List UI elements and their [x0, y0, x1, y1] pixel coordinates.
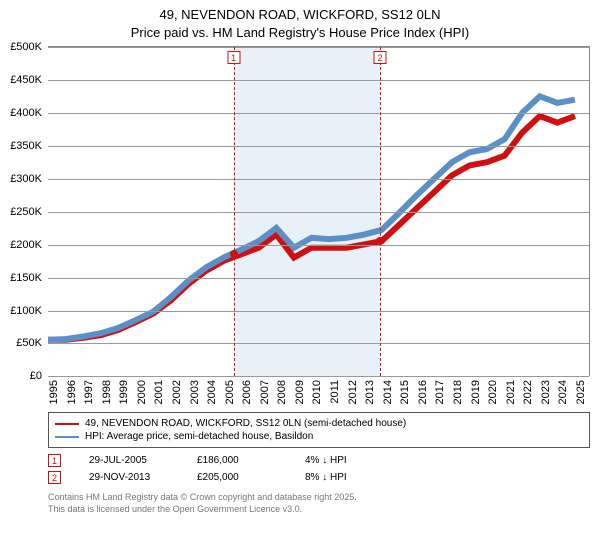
marker-table: 1 29-JUL-2005 £186,000 4% ↓ HPI 2 29-NOV-2013… — [48, 452, 590, 486]
legend-box: 49, NEVENDON ROAD, WICKFORD, SS12 0LN (s… — [48, 412, 590, 448]
marker-id-badge: 2 — [48, 471, 61, 484]
x-tick-label: 2020 — [487, 380, 499, 404]
marker-row: 1 29-JUL-2005 £186,000 4% ↓ HPI — [48, 452, 590, 469]
y-tick-label: £500K — [10, 41, 42, 53]
marker-badge: 2 — [374, 51, 387, 64]
x-tick-label: 2014 — [382, 380, 394, 404]
plot-region: £0£50K£100K£150K£200K£250K£300K£350K£400… — [48, 46, 590, 376]
title-line2: Price paid vs. HM Land Registry's House … — [131, 25, 469, 40]
marker-delta: 4% ↓ HPI — [305, 455, 385, 466]
x-tick-label: 2002 — [171, 380, 183, 404]
marker-date: 29-NOV-2013 — [89, 472, 169, 483]
x-tick-label: 2004 — [206, 380, 218, 404]
x-tick-label: 2022 — [522, 380, 534, 404]
x-tick-label: 2003 — [189, 380, 201, 404]
gridline — [48, 311, 589, 312]
gridline — [48, 47, 589, 48]
x-tick-label: 1999 — [118, 380, 130, 404]
footnote-line2: This data is licensed under the Open Gov… — [48, 504, 302, 514]
gridline — [48, 179, 589, 180]
gridline — [48, 343, 589, 344]
x-tick-label: 2023 — [540, 380, 552, 404]
x-tick-label: 2000 — [136, 380, 148, 404]
series-line — [48, 116, 575, 340]
legend-row: 49, NEVENDON ROAD, WICKFORD, SS12 0LN (s… — [55, 417, 583, 430]
legend-label: HPI: Average price, semi-detached house,… — [85, 431, 313, 442]
legend-swatch — [55, 436, 79, 438]
x-tick-label: 2021 — [505, 380, 517, 404]
y-tick-label: £150K — [10, 272, 42, 284]
y-tick-label: £50K — [16, 337, 42, 349]
gridline — [48, 146, 589, 147]
x-tick-label: 2016 — [417, 380, 429, 404]
y-tick-label: £400K — [10, 107, 42, 119]
y-tick-label: £200K — [10, 239, 42, 251]
sale-dot — [376, 237, 384, 245]
x-tick-label: 2015 — [399, 380, 411, 404]
marker-id-badge: 1 — [48, 454, 61, 467]
x-tick-label: 2005 — [224, 380, 236, 404]
y-tick-label: £350K — [10, 140, 42, 152]
x-tick-label: 1998 — [101, 380, 113, 404]
gridline — [48, 113, 589, 114]
gridline — [48, 278, 589, 279]
marker-line — [380, 47, 381, 376]
x-tick-label: 2019 — [470, 380, 482, 404]
x-tick-label: 2006 — [241, 380, 253, 404]
gridline — [48, 80, 589, 81]
legend-label: 49, NEVENDON ROAD, WICKFORD, SS12 0LN (s… — [85, 418, 406, 429]
x-tick-label: 2001 — [153, 380, 165, 404]
marker-badge: 1 — [227, 51, 240, 64]
footnote: Contains HM Land Registry data © Crown c… — [48, 492, 590, 515]
marker-row: 2 29-NOV-2013 £205,000 8% ↓ HPI — [48, 469, 590, 486]
marker-price: £186,000 — [197, 455, 277, 466]
y-tick-label: £0 — [30, 370, 42, 382]
footnote-line1: Contains HM Land Registry data © Crown c… — [48, 492, 357, 502]
x-tick-label: 2024 — [557, 380, 569, 404]
marker-price: £205,000 — [197, 472, 277, 483]
y-tick-label: £250K — [10, 206, 42, 218]
x-tick-label: 2012 — [347, 380, 359, 404]
x-tick-label: 1997 — [83, 380, 95, 404]
x-tick-label: 2011 — [329, 380, 341, 404]
x-tick-label: 2017 — [434, 380, 446, 404]
marker-delta: 8% ↓ HPI — [305, 472, 385, 483]
sale-dot — [230, 250, 238, 258]
gridline — [48, 376, 589, 377]
gridline — [48, 245, 589, 246]
y-tick-label: £300K — [10, 173, 42, 185]
chart-title: 49, NEVENDON ROAD, WICKFORD, SS12 0LN Pr… — [0, 0, 600, 46]
x-tick-label: 1995 — [48, 380, 60, 404]
legend-swatch — [55, 423, 79, 425]
x-tick-label: 2007 — [259, 380, 271, 404]
x-tick-label: 2025 — [575, 380, 587, 404]
x-tick-label: 2018 — [452, 380, 464, 404]
y-tick-label: £100K — [10, 305, 42, 317]
title-line1: 49, NEVENDON ROAD, WICKFORD, SS12 0LN — [159, 7, 440, 22]
x-tick-label: 2013 — [364, 380, 376, 404]
x-tick-label: 2009 — [294, 380, 306, 404]
x-tick-label: 2008 — [276, 380, 288, 404]
legend-row: HPI: Average price, semi-detached house,… — [55, 430, 583, 443]
gridline — [48, 212, 589, 213]
marker-date: 29-JUL-2005 — [89, 455, 169, 466]
chart-area: £0£50K£100K£150K£200K£250K£300K£350K£400… — [48, 46, 590, 406]
x-tick-label: 1996 — [66, 380, 78, 404]
marker-line — [234, 47, 235, 376]
y-tick-label: £450K — [10, 74, 42, 86]
series-line — [48, 97, 575, 340]
x-tick-label: 2010 — [311, 380, 323, 404]
